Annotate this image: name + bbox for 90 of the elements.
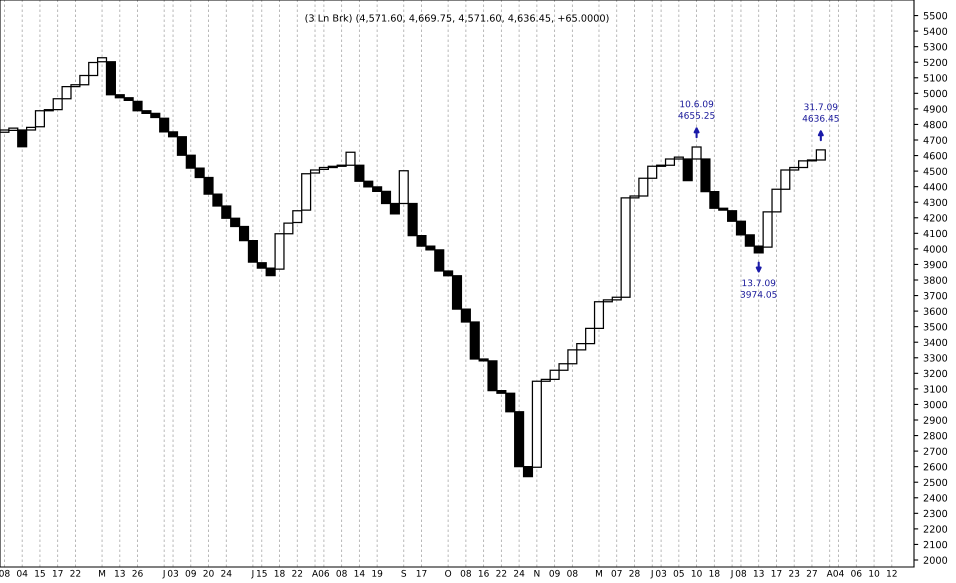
y-tick-label: 4100: [924, 230, 948, 238]
x-tick-label: 17: [416, 570, 426, 577]
x-tick-label: 17: [52, 570, 63, 577]
x-tick-label: 24: [221, 570, 232, 577]
x-tick-label: 06: [851, 570, 862, 577]
x-tick-label: J: [650, 570, 653, 578]
y-tick-label: 2200: [924, 525, 948, 533]
x-tick-label: J: [730, 570, 733, 578]
y-tick-label: 2800: [924, 432, 948, 440]
x-tick-label: 08: [336, 570, 347, 577]
y-tick-label: 3500: [924, 323, 948, 330]
y-tick-label: 4300: [924, 198, 948, 206]
x-tick-label: 07: [612, 570, 622, 577]
x-tick-label: 04: [833, 570, 844, 577]
x-tick-label: 09: [549, 570, 560, 577]
annotation: 13.7.09 3974.05: [740, 279, 777, 298]
y-tick-label: 5500: [924, 12, 948, 20]
x-tick-label: 03: [168, 570, 178, 577]
y-tick-label: 3000: [924, 400, 948, 408]
y-tick-label: 2300: [924, 510, 948, 518]
y-tick-label: 5300: [924, 43, 948, 50]
x-tick-label: J: [162, 570, 165, 578]
y-tick-label: 2500: [924, 478, 948, 486]
y-tick-label: 3200: [924, 370, 948, 378]
y-tick-label: 2000: [924, 556, 948, 564]
x-tick-label: 23: [789, 570, 800, 577]
x-tick-label: 17: [772, 570, 782, 577]
y-tick-label: 4800: [924, 120, 948, 128]
x-tick-label: 16: [478, 570, 489, 577]
y-tick-label: 4700: [924, 136, 948, 144]
x-tick-label: 03: [656, 570, 666, 577]
y-tick-label: 4400: [924, 183, 948, 190]
y-tick-label: 2600: [924, 463, 948, 470]
x-tick-label: 08: [460, 570, 471, 577]
y-tick-label: 4000: [924, 245, 948, 253]
y-tick-label: 5400: [924, 28, 948, 35]
x-tick-label: 14: [354, 570, 365, 577]
x-tick-label: 13: [115, 570, 125, 577]
x-tick-label: 22: [496, 570, 506, 577]
x-tick-label: 22: [70, 570, 80, 577]
y-tick-label: 3800: [924, 276, 948, 284]
x-tick-label: 10: [869, 570, 880, 577]
y-tick-label: 5000: [924, 90, 948, 98]
x-tick-label: 15: [35, 570, 45, 577]
annotation: 31.7.09 4636.45: [802, 103, 839, 122]
x-tick-label: O: [445, 570, 452, 577]
x-tick-label: 20: [203, 570, 214, 577]
x-tick-label: N: [534, 570, 540, 577]
y-tick-label: 5100: [924, 74, 948, 82]
y-tick-label: 4900: [924, 105, 948, 113]
x-tick-label: 04: [17, 570, 28, 577]
y-tick-label: 4200: [924, 214, 948, 222]
x-tick-label: S: [401, 570, 406, 577]
y-tick-label: 2900: [924, 416, 948, 424]
x-tick-label: 19: [372, 570, 382, 577]
x-tick-label: 09: [186, 570, 196, 577]
x-tick-label: 18: [274, 570, 285, 577]
x-tick-label: M: [99, 570, 106, 577]
y-tick-label: 3700: [924, 292, 948, 300]
y-tick-label: 2700: [924, 448, 948, 455]
x-tick-label: 15: [257, 570, 267, 577]
y-tick-label: 3600: [924, 308, 948, 315]
y-tick-label: 3400: [924, 338, 948, 346]
x-tick-label: 08: [736, 570, 746, 577]
x-tick-label: 05: [674, 570, 684, 577]
text: (3 Ln Brk) (4,571.60, 4,669.75, 4,571.60, 4,636.45, +65.0000): [305, 14, 609, 23]
x-tick-label: 22: [292, 570, 302, 577]
x-tick-label: A: [312, 570, 318, 577]
y-tick-label: 5200: [924, 58, 948, 66]
x-tick-label: 12: [887, 570, 897, 577]
x-tick-label: 10: [692, 570, 702, 577]
x-tick-label: 28: [629, 570, 640, 577]
y-tick-label: 3300: [924, 354, 948, 362]
y-tick-label: 3100: [924, 385, 948, 393]
y-tick-label: 3900: [924, 260, 948, 268]
y-tick-label: 4600: [924, 152, 948, 160]
x-tick-label: 13: [754, 570, 764, 577]
x-tick-label: 18: [710, 570, 720, 577]
annotation: 10.6.09 4655.25: [678, 100, 714, 119]
x-tick-label: 06: [318, 570, 330, 577]
x-tick-label: 08: [567, 570, 578, 577]
x-tick-label: M: [596, 570, 602, 577]
x-tick-label: 26: [132, 570, 143, 577]
x-tick-label: A: [826, 570, 833, 577]
y-tick-label: 4500: [924, 168, 948, 175]
y-tick-label: 2100: [924, 540, 948, 548]
x-tick-label: J: [251, 570, 254, 578]
y-tick-label: 2400: [924, 494, 948, 502]
x-tick-label: 24: [514, 570, 524, 577]
x-tick-label: 27: [806, 570, 817, 577]
